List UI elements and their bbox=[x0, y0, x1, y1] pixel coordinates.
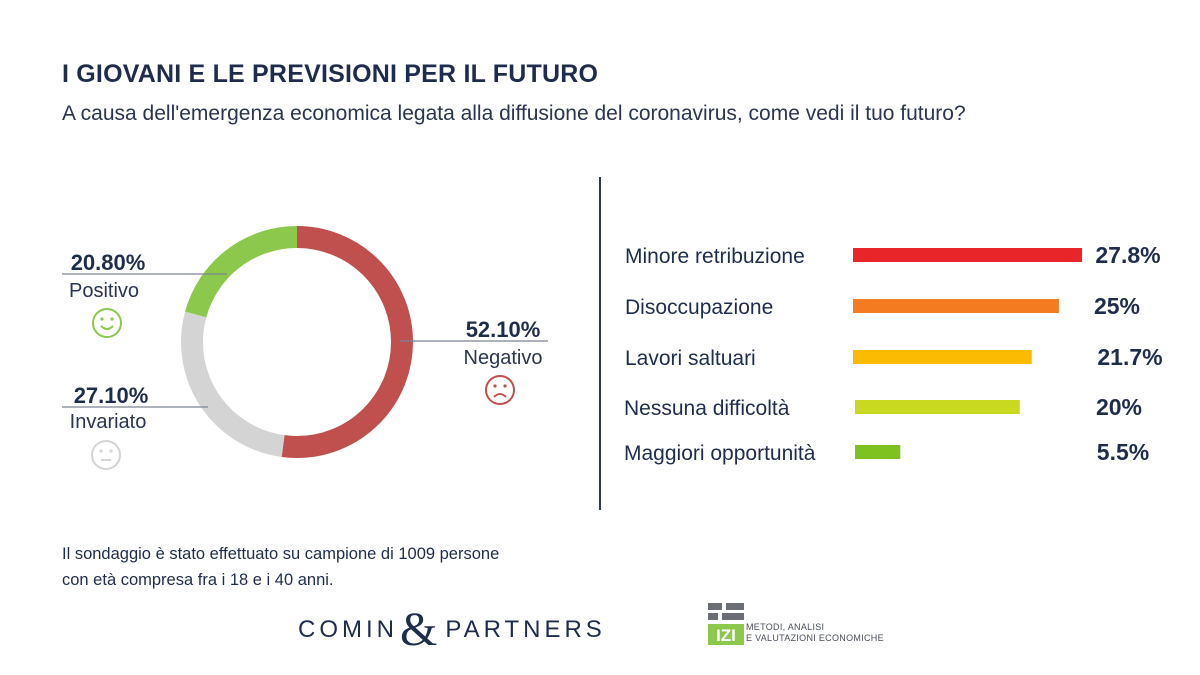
donut-label-negativo: Negativo bbox=[464, 347, 543, 369]
donut-chart: 52.10% Negativo 27.10% Invariato 20.80% Posit… bbox=[62, 226, 548, 470]
bar-label-5: Maggiori opportunità bbox=[624, 442, 816, 465]
donut-label-positivo: Positivo bbox=[69, 280, 139, 302]
bar-3 bbox=[853, 350, 1032, 364]
donut-value-negativo: 52.10% bbox=[466, 317, 541, 342]
comin-logo-ampersand: & bbox=[400, 603, 438, 656]
bar-4 bbox=[855, 400, 1020, 414]
sad-face-icon bbox=[485, 375, 515, 405]
izi-logo-line2: E VALUTAZIONI ECONOMICHE bbox=[746, 633, 884, 643]
bar-value-3: 21.7% bbox=[1097, 344, 1162, 370]
svg-text:IZI: IZI bbox=[716, 626, 736, 645]
izi-logo-mark: IZI bbox=[708, 603, 744, 645]
partners-logo-word: PARTNERS bbox=[445, 616, 606, 643]
bar-1 bbox=[853, 248, 1082, 262]
donut-value-invariato: 27.10% bbox=[74, 383, 149, 408]
survey-note-line2: con età compresa fra i 18 e i 40 anni. bbox=[62, 571, 334, 589]
bar-chart: Minore retribuzione 27.8% Disoccupazione 25… bbox=[624, 242, 1163, 465]
comin-partners-logo: COMIN & PARTNERS bbox=[298, 605, 606, 655]
comin-logo-word: COMIN bbox=[298, 616, 398, 643]
bar-label-1: Minore retribuzione bbox=[625, 245, 805, 268]
page-subtitle: A causa dell'emergenza economica legata … bbox=[62, 102, 966, 125]
bar-2 bbox=[853, 299, 1059, 313]
donut-slice-invariato bbox=[181, 226, 413, 458]
happy-face-icon bbox=[92, 308, 122, 338]
divider bbox=[599, 177, 601, 510]
bar-value-1: 27.8% bbox=[1095, 242, 1160, 268]
survey-note: Il sondaggio è stato effettuato su campi… bbox=[62, 541, 499, 593]
bar-value-2: 25% bbox=[1094, 293, 1140, 319]
izi-logo-line1: METODI, ANALISI bbox=[746, 622, 825, 632]
bar-value-4: 20% bbox=[1096, 394, 1142, 420]
survey-note-line1: Il sondaggio è stato effettuato su campi… bbox=[62, 545, 500, 563]
donut-slice-positivo bbox=[181, 226, 413, 458]
bar-label-2: Disoccupazione bbox=[625, 296, 773, 319]
izi-logo-text: METODI, ANALISI E VALUTAZIONI ECONOMICHE bbox=[746, 622, 884, 644]
donut-value-positivo: 20.80% bbox=[71, 250, 146, 275]
bar-value-5: 5.5% bbox=[1097, 439, 1149, 465]
donut-label-invariato: Invariato bbox=[70, 411, 147, 433]
bar-label-4: Nessuna difficoltà bbox=[624, 397, 790, 420]
page-title: I GIOVANI E LE PREVISIONI PER IL FUTURO bbox=[62, 60, 599, 88]
bar-label-3: Lavori saltuari bbox=[625, 347, 756, 370]
bar-5 bbox=[855, 445, 901, 459]
neutral-face-icon bbox=[91, 440, 121, 470]
